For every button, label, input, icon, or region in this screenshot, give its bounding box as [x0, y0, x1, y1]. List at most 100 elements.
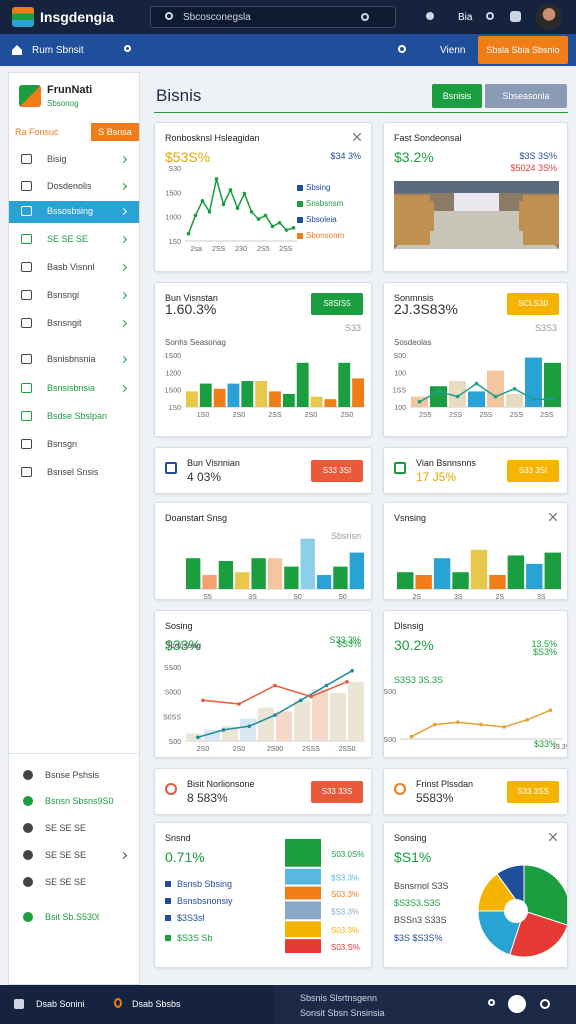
legend-swatch	[297, 201, 303, 207]
sidebar-item[interactable]: Bisig	[9, 149, 139, 171]
bar	[267, 558, 283, 589]
x-tick-label: 2S00	[267, 746, 283, 753]
sidebar-item[interactable]: Bsnsngi	[9, 285, 139, 307]
close-icon[interactable]	[353, 133, 361, 141]
card-badge[interactable]: S33 3SI	[507, 460, 559, 482]
card: Vsnsing 2S 3S 2S 3S	[383, 502, 568, 600]
sidebar-item[interactable]: Bsnsisbnsia	[9, 378, 139, 400]
bar	[276, 711, 292, 741]
settings-icon[interactable]	[486, 12, 494, 20]
sidebar-item[interactable]: Bsnsgn	[9, 434, 139, 456]
card-title: Sosing	[165, 621, 193, 631]
search-text: Sbcosconegsla	[183, 12, 251, 23]
footer-search-icon[interactable]	[488, 999, 495, 1006]
card-badge[interactable]: S33 3SI	[311, 460, 363, 482]
y-tick-label: 1200	[165, 370, 181, 377]
nav-icon	[398, 45, 406, 53]
bar	[324, 399, 337, 407]
bar	[544, 552, 561, 589]
card-subtitle: Sosdeolas	[394, 338, 432, 347]
card-badge[interactable]: SCLS30	[507, 293, 559, 315]
line-dot	[512, 387, 517, 391]
sidebar-item[interactable]: Bsdse Sbslpan	[9, 406, 139, 428]
card-text-line: $S3%	[532, 647, 557, 657]
nav-button[interactable]: Sbsla Sbia Sbsnio	[478, 36, 568, 64]
card-badge[interactable]: S8SIS5	[311, 293, 363, 315]
block-label: $S3.3%	[331, 874, 359, 883]
sidebar-item[interactable]: Dosdenolis	[9, 176, 139, 198]
line-dot	[436, 389, 441, 394]
y-tick-label: S00	[384, 689, 396, 696]
item-label: SE SE SE	[47, 234, 89, 244]
bell-icon[interactable]	[426, 12, 434, 20]
bar	[310, 396, 323, 407]
line-dot	[417, 400, 422, 404]
sidebar-item[interactable]: SE SE SE	[9, 229, 139, 251]
bar	[544, 362, 561, 407]
chevron	[119, 182, 128, 191]
sidebar-footer-item[interactable]: SE SE SE	[9, 872, 139, 894]
line-dot	[256, 217, 261, 221]
close-x	[353, 133, 361, 141]
card: Sosing $33% $S3% Sbonsuag S33.3% SS00 S000 S0SS…	[154, 610, 372, 758]
x-tick-label: S5	[203, 594, 212, 599]
close-icon[interactable]	[549, 513, 557, 521]
sidebar-item[interactable]: Bsnsngit	[9, 313, 139, 335]
close-icon[interactable]	[549, 833, 557, 841]
line-dot	[193, 213, 198, 218]
card-text-line: BSSn3 S33S	[394, 915, 447, 925]
footer-circle-button[interactable]	[508, 995, 526, 1013]
sidebar-item[interactable]: Bsnsel Snsis	[9, 462, 139, 484]
tab[interactable]: S Bsnsa	[91, 123, 139, 141]
line-dot	[455, 394, 460, 399]
header-button[interactable]: Bsnisis	[432, 84, 482, 108]
avatar[interactable]	[536, 4, 562, 30]
header-button[interactable]: Sbseasonla	[485, 84, 567, 108]
tab[interactable]: Ra Fonsuc	[15, 127, 59, 137]
pie-slice	[523, 864, 567, 926]
pie-slice	[509, 910, 567, 958]
sidebar-item[interactable]: Bsnisbnsnia	[9, 349, 139, 371]
sidebar-footer-item[interactable]: Bsnse Pshsis	[9, 765, 139, 787]
chevron	[119, 207, 128, 216]
chart: 2S 3S 2S 3S	[396, 549, 562, 599]
y-tick-label: 1S0	[169, 239, 182, 246]
bar	[186, 733, 202, 741]
card-badge[interactable]: S33 3SS	[507, 781, 559, 803]
chevron	[119, 355, 128, 364]
bar	[241, 381, 254, 407]
card-badge[interactable]: S33 33S	[311, 781, 363, 803]
line-dot	[432, 722, 437, 727]
item-label: Bsit Sb.S530l	[45, 912, 100, 922]
sidebar-footer-item[interactable]: SE SE SE	[9, 818, 139, 840]
chevron	[119, 851, 128, 860]
nav-link[interactable]: Vienn	[440, 45, 466, 56]
sidebar-footer-item[interactable]: Bsnsn Sbsns9S0	[9, 791, 139, 813]
bar	[312, 689, 328, 741]
sidebar-footer-item[interactable]: SE SE SE	[9, 845, 139, 867]
card-text-line: $3S3sl	[177, 913, 205, 923]
card-value: $3.2%	[394, 149, 434, 165]
x-tick-label: 2S0	[305, 412, 318, 419]
bar	[296, 362, 309, 407]
x-tick-label: 2S0	[233, 746, 246, 753]
x-tick-label: 2S5	[257, 246, 270, 253]
sidebar-item[interactable]: Basb Visnnl	[9, 257, 139, 279]
block	[285, 839, 321, 867]
block-label: S03.3%	[331, 926, 359, 935]
sidebar-footer-item[interactable]: Bsit Sb.S530l	[9, 907, 139, 929]
sidebar-subtitle: Sbsonog	[47, 99, 79, 108]
line-dot	[456, 720, 460, 724]
footer-gear-icon[interactable]	[540, 999, 550, 1009]
x-tick-label: 2SS	[479, 412, 493, 419]
search-box[interactable]: Sbcosconegsla	[150, 6, 396, 28]
footer-left[interactable]: Dsab Sonini	[36, 999, 85, 1009]
sidebar-item[interactable]: Bssosbsing	[9, 201, 139, 223]
apps-icon[interactable]	[510, 11, 521, 22]
footer-middle-left[interactable]: Dsab Sbsbs	[132, 999, 181, 1009]
close-x	[549, 833, 557, 841]
item-icon	[21, 411, 32, 421]
x-tick-label: 3S	[248, 594, 257, 599]
